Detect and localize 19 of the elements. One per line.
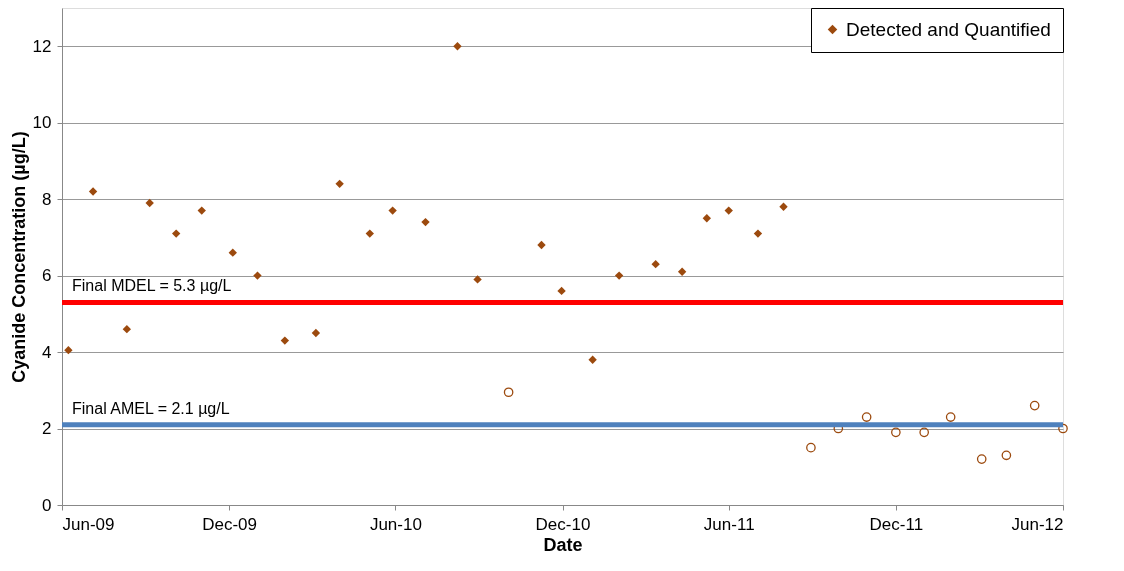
y-tick-label: 12 [32, 36, 52, 56]
y-tick-label: 8 [42, 189, 52, 209]
y-tick-label: 6 [42, 266, 52, 286]
y-tick-label: 10 [32, 113, 52, 133]
y-tick-label: 0 [42, 495, 52, 515]
y-tick-label: 4 [42, 342, 52, 362]
ref-line-label: Final AMEL = 2.1 µg/L [72, 399, 230, 417]
x-tick-label: Jun-11 [703, 514, 755, 534]
x-tick-label: Jun-10 [369, 514, 422, 534]
y-axis-title: Cyanide Concentration (µg/L) [8, 131, 29, 383]
x-tick-label: Dec-09 [202, 514, 258, 534]
x-axis-title: Date [543, 534, 583, 555]
legend-label: Detected and Quantified [846, 18, 1051, 40]
x-tick-label: Jun-09 [62, 514, 115, 534]
x-tick-label: Dec-10 [535, 514, 591, 534]
x-tick-label: Jun-12 [1011, 514, 1064, 534]
x-tick-label: Dec-11 [869, 514, 924, 534]
ref-line-label: Final MDEL = 5.3 µg/L [72, 277, 232, 295]
y-tick-label: 2 [42, 419, 52, 439]
